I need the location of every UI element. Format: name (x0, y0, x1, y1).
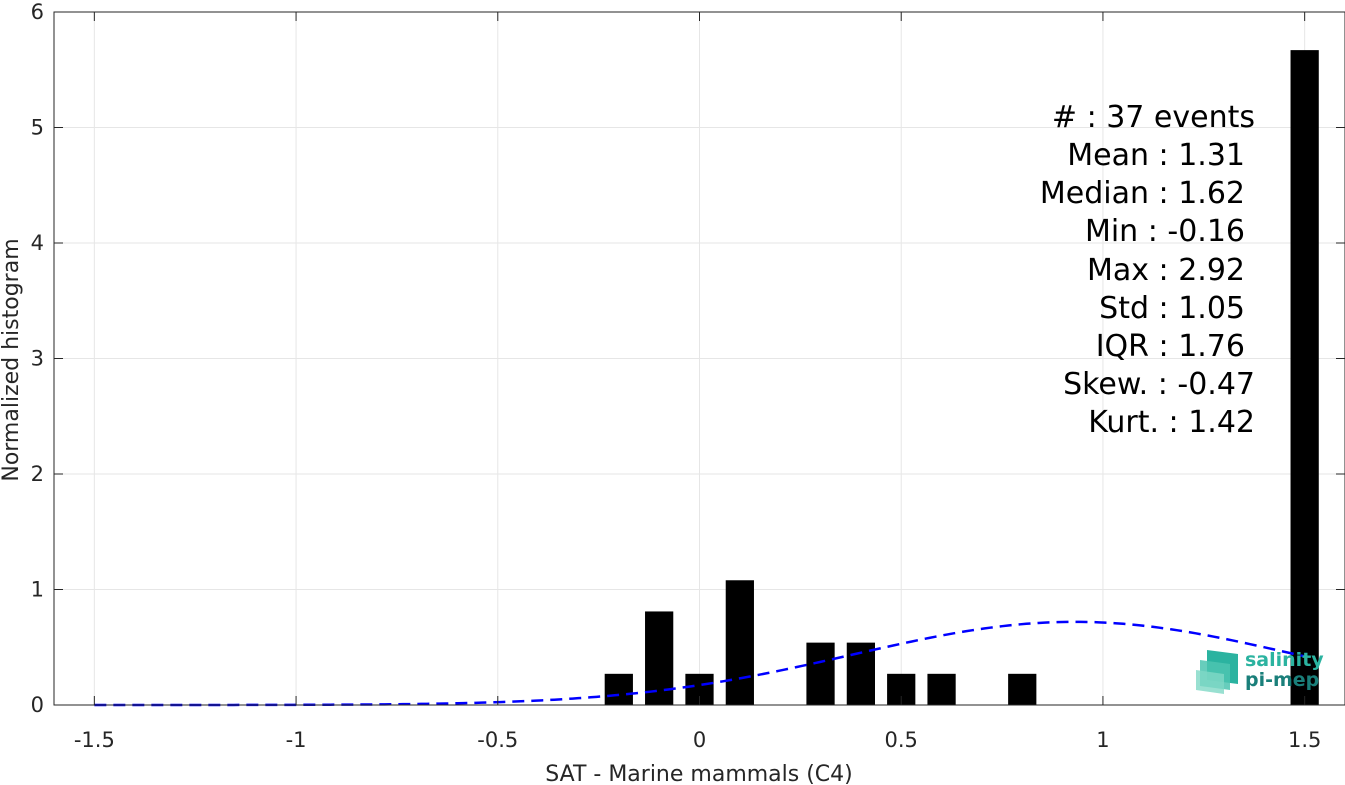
logo-mark-icon (1196, 650, 1238, 694)
y-tick-label: 4 (31, 231, 44, 255)
stat-iqr: IQR : 1.76 (1096, 329, 1245, 364)
x-tick-label: 0 (693, 728, 706, 752)
stat-count: # : 37 events (1052, 100, 1255, 135)
x-tick-label: 1 (1096, 728, 1109, 752)
stat-skew: Skew. : -0.47 (1063, 367, 1255, 402)
logo-line2: pi-mep (1245, 669, 1319, 691)
y-axis-label: Normalized histogram (0, 238, 24, 481)
histogram-bar (1008, 673, 1037, 705)
x-tick-label: -1.5 (74, 728, 115, 752)
x-tick-label: -0.5 (477, 728, 518, 752)
y-tick-label: 1 (31, 578, 44, 602)
stat-kurt: Kurt. : 1.42 (1088, 405, 1255, 440)
x-tick-labels: -1.5 -1 -0.5 0 0.5 1 1.5 (74, 728, 1322, 752)
histogram-bar (806, 642, 835, 705)
tick-marks (54, 11, 1345, 706)
y-tick-label: 3 (31, 347, 44, 371)
logo-line1: salinity (1245, 649, 1324, 671)
x-tick-label: 1.5 (1288, 728, 1321, 752)
stat-std: Std : 1.05 (1099, 291, 1245, 326)
x-tick-label: -1 (286, 728, 307, 752)
y-tick-label: 0 (31, 693, 44, 717)
stats-box: # : 37 events Mean : 1.31 Median : 1.62 … (1040, 100, 1255, 440)
y-tick-label: 2 (31, 462, 44, 486)
y-tick-labels: 0 1 2 3 4 5 6 (31, 0, 44, 717)
histogram-bar (927, 673, 956, 705)
histogram-bar (604, 673, 633, 705)
y-tick-label: 6 (31, 0, 44, 24)
x-axis-label: SAT - Marine mammals (C4) (545, 762, 853, 785)
x-tick-label: 0.5 (885, 728, 918, 752)
y-tick-label: 5 (31, 116, 44, 140)
stat-min: Min : -0.16 (1085, 214, 1245, 249)
histogram-bar (725, 580, 754, 705)
histogram-bar (1290, 50, 1319, 706)
stat-median: Median : 1.62 (1040, 176, 1245, 211)
stat-mean: Mean : 1.31 (1067, 138, 1245, 173)
salinity-pimep-logo: salinity pi-mep (1196, 649, 1324, 694)
stat-max: Max : 2.92 (1087, 253, 1245, 288)
